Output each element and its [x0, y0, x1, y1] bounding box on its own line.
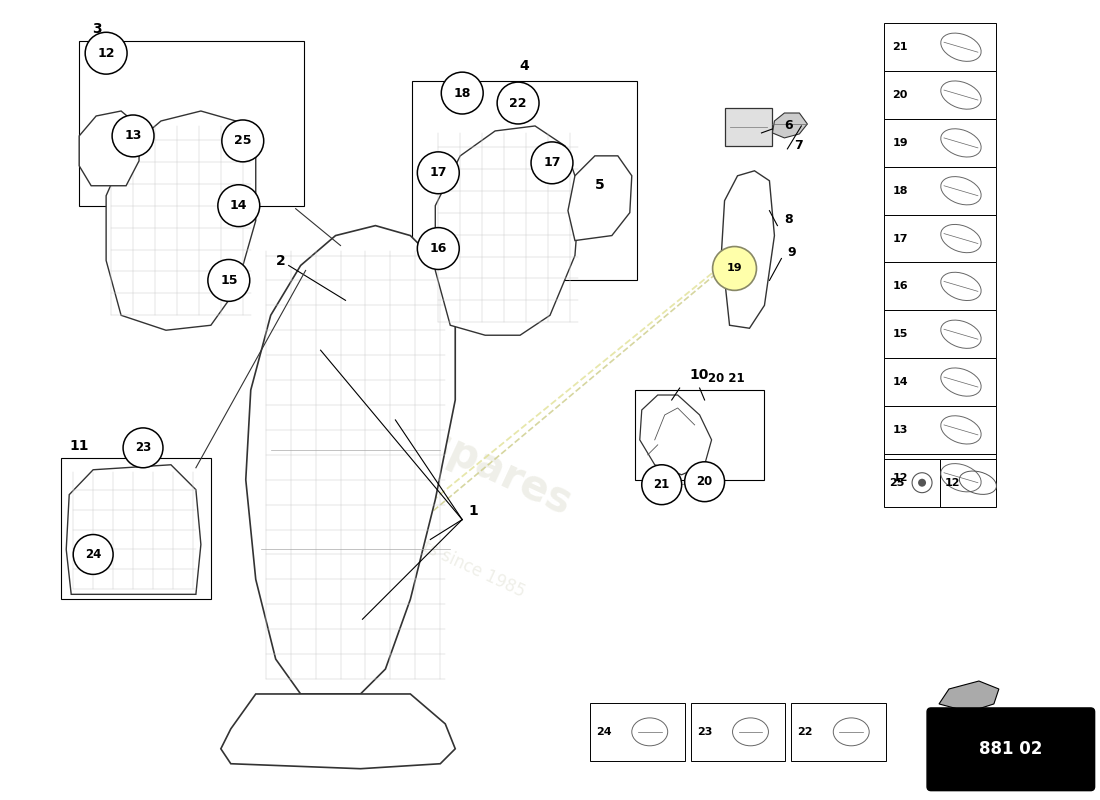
Circle shape: [441, 72, 483, 114]
Text: 15: 15: [220, 274, 238, 287]
Text: 12: 12: [892, 473, 907, 482]
Text: 11: 11: [69, 439, 89, 453]
Polygon shape: [106, 111, 255, 330]
Circle shape: [497, 82, 539, 124]
Circle shape: [684, 462, 725, 502]
Text: 23: 23: [135, 442, 151, 454]
Bar: [884, 167, 996, 214]
Bar: [884, 71, 996, 119]
Text: 12: 12: [944, 478, 959, 488]
Text: eurospares: eurospares: [322, 375, 579, 525]
Text: 15: 15: [892, 330, 907, 339]
Text: 22: 22: [509, 97, 527, 110]
Bar: [884, 458, 940, 506]
Bar: [412, 81, 637, 281]
Text: 19: 19: [727, 263, 742, 274]
Bar: [884, 310, 996, 358]
Text: 25: 25: [890, 478, 905, 488]
Bar: [884, 406, 996, 454]
Polygon shape: [221, 694, 455, 769]
Text: 16: 16: [892, 282, 907, 291]
Bar: [725, 108, 772, 146]
Circle shape: [208, 259, 250, 302]
Circle shape: [713, 246, 757, 290]
Text: 17: 17: [543, 156, 561, 170]
Text: 20: 20: [696, 475, 713, 488]
Text: 17: 17: [429, 166, 447, 179]
Bar: [884, 119, 996, 167]
Circle shape: [123, 428, 163, 468]
Circle shape: [417, 228, 459, 270]
Text: 3: 3: [92, 22, 102, 36]
Circle shape: [531, 142, 573, 184]
Bar: [884, 214, 996, 262]
Text: 25: 25: [234, 134, 252, 147]
Text: 24: 24: [596, 727, 612, 737]
Polygon shape: [568, 156, 631, 241]
Text: 14: 14: [230, 199, 248, 212]
Polygon shape: [772, 113, 807, 138]
Circle shape: [222, 120, 264, 162]
Text: 21: 21: [892, 42, 907, 52]
Polygon shape: [722, 170, 774, 328]
Text: 21: 21: [653, 478, 670, 491]
Text: 20: 20: [892, 90, 907, 100]
Text: 23: 23: [697, 727, 713, 737]
Text: 881 02: 881 02: [979, 740, 1043, 758]
Text: 16: 16: [430, 242, 447, 255]
Polygon shape: [436, 126, 580, 335]
Polygon shape: [640, 395, 712, 474]
Bar: [79, 42, 304, 206]
Circle shape: [641, 465, 682, 505]
Text: 7: 7: [794, 139, 803, 152]
Text: 19: 19: [892, 138, 907, 148]
Bar: [590, 703, 684, 761]
Polygon shape: [79, 111, 139, 186]
FancyBboxPatch shape: [927, 708, 1094, 790]
Bar: [884, 358, 996, 406]
Text: 20 21: 20 21: [707, 372, 745, 385]
Text: 9: 9: [788, 246, 796, 258]
Circle shape: [918, 478, 926, 486]
Bar: [940, 458, 996, 506]
Text: 2: 2: [276, 254, 285, 269]
Bar: [791, 703, 887, 761]
Polygon shape: [245, 226, 455, 694]
Text: a passion for parts since 1985: a passion for parts since 1985: [293, 478, 528, 601]
Polygon shape: [939, 681, 999, 712]
Text: 1: 1: [469, 504, 478, 518]
Bar: [884, 23, 996, 71]
Text: 5: 5: [595, 178, 605, 192]
Text: 14: 14: [892, 377, 907, 387]
Text: 18: 18: [453, 86, 471, 99]
Bar: [884, 262, 996, 310]
Text: 17: 17: [892, 234, 907, 243]
Circle shape: [74, 534, 113, 574]
Bar: [635, 390, 764, 480]
Text: 10: 10: [690, 368, 710, 382]
Text: 22: 22: [798, 727, 813, 737]
Text: 18: 18: [892, 186, 907, 196]
Bar: [884, 454, 996, 502]
Text: 4: 4: [519, 59, 529, 73]
Bar: [62, 458, 211, 599]
Text: 6: 6: [784, 119, 793, 132]
Circle shape: [912, 473, 932, 493]
Circle shape: [417, 152, 459, 194]
Circle shape: [112, 115, 154, 157]
Text: 24: 24: [85, 548, 101, 561]
Bar: [691, 703, 785, 761]
Polygon shape: [66, 465, 201, 594]
Text: 13: 13: [892, 425, 907, 435]
Text: 13: 13: [124, 130, 142, 142]
Text: 8: 8: [784, 213, 793, 226]
Circle shape: [85, 32, 128, 74]
Circle shape: [218, 185, 260, 226]
Text: 12: 12: [98, 46, 114, 60]
